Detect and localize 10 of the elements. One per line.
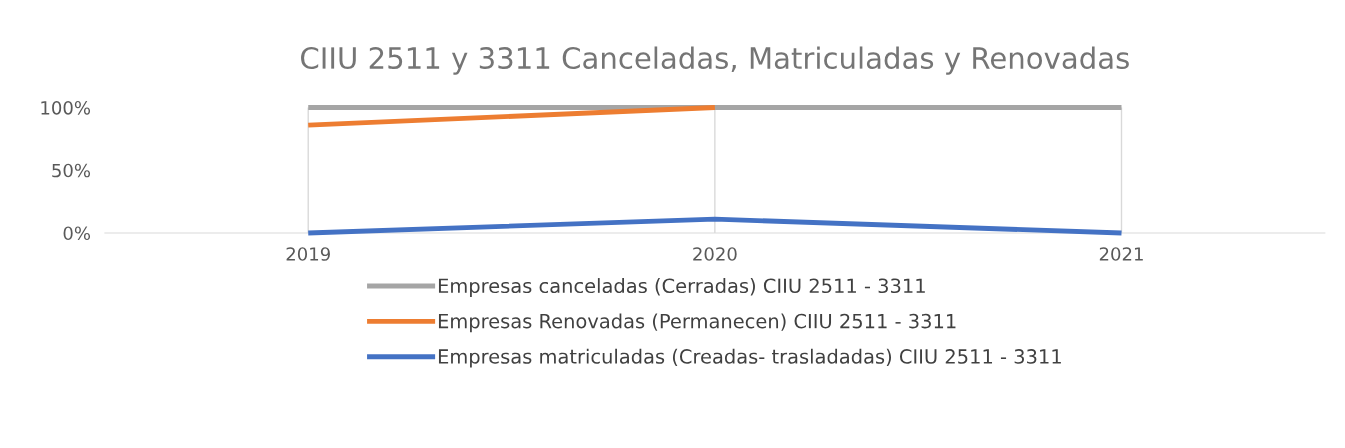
legend-label: Empresas matriculadas (Creadas- trasladadas) CIIU 2511 - 3311 <box>438 348 1061 368</box>
y-tick-label: 100% <box>41 100 91 115</box>
legend-label: Empresas canceladas (Cerradas) CIIU 2511 - 3311 <box>438 278 925 297</box>
legend-label: Empresas Renovadas (Permanecen) CIIU 2511 - 3311 <box>438 313 956 333</box>
y-tick-label: 0% <box>63 226 91 241</box>
x-tick-label: 2019 <box>286 247 330 261</box>
y-tick-label: 50% <box>52 163 91 178</box>
x-tick-label: 2021 <box>1099 247 1143 261</box>
chart-title: CIIU 2511 y 3311 Canceladas, Matriculadas y Renovadas <box>301 46 1129 75</box>
x-tick-label: 2020 <box>693 247 737 261</box>
